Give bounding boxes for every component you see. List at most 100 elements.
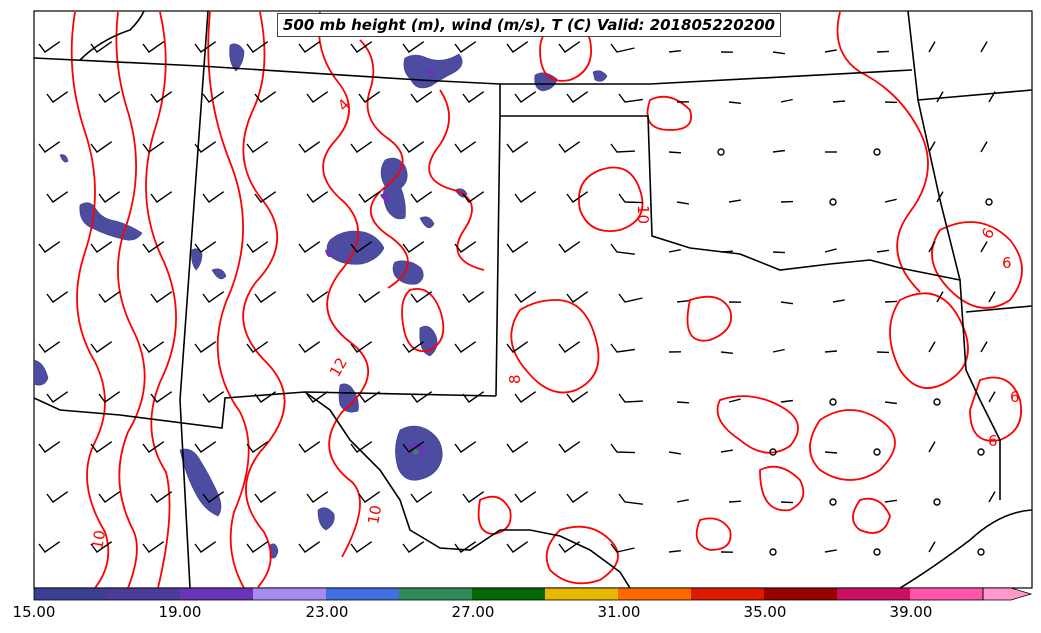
wind-barb [514,91,537,103]
wind-barb [150,291,173,303]
wind-barb [358,491,381,503]
wind-barb [194,541,217,553]
wind-barb [202,191,225,203]
wind-barb [936,291,944,303]
colorbar-segment [472,588,546,600]
wind-barb [246,541,269,553]
colorbar-segment [691,588,765,600]
colorbar-segment [180,588,254,600]
wind-barb [254,491,277,503]
wind-barb [350,141,373,153]
colorbar-tick-label: 35.00 [743,603,787,621]
wind-barb [298,341,321,353]
wind-barb [610,543,635,553]
wind-barb [98,391,121,403]
contour-label: 6 [1002,254,1012,272]
wind-barb [558,41,581,53]
wind-barb [254,191,277,203]
wind-barb [728,500,742,503]
wind-barb [506,241,529,253]
wind-barb [558,441,581,453]
wind-barb [298,441,321,453]
wind-barb [618,393,644,403]
wind-barb [506,541,529,553]
wind-barb [246,41,269,53]
wind-barb [402,341,425,353]
contour-label: 6 [988,432,998,450]
wind-barb [772,51,785,55]
wind-barb [676,300,689,303]
calm-wind-markers [717,148,993,556]
calm-marker [873,548,881,556]
colorbar-segment [107,588,181,600]
wind-barb [194,241,217,253]
wind-barb [928,241,936,253]
wind-barb [928,41,936,53]
wind-barb [410,191,433,203]
calm-marker [873,148,881,156]
wind-barb [202,291,225,303]
wind-barb [462,491,485,503]
colorbar-segment [326,588,400,600]
wind-barb [38,341,61,353]
wind-barb [980,141,988,153]
wind-barb [246,441,269,453]
wind-barb [246,341,269,353]
wind-barb [194,441,217,453]
wind-barb [832,100,846,103]
wind-barb [618,293,643,303]
wind-barb [772,348,785,353]
calm-marker [829,498,837,506]
wind-barb [38,541,61,553]
wind-barb [254,291,277,303]
contour-label: 10 [364,504,385,526]
calm-marker [829,198,837,206]
wind-barb [884,198,897,203]
colorbar-frame [33,587,984,601]
wind-barb [506,141,529,153]
wind-barb [988,391,996,403]
wind-barb [884,499,897,503]
calm-marker [933,498,941,506]
wind-barb [506,41,529,53]
wind-barb [46,191,69,203]
wind-barb [780,98,793,103]
wind-barb [150,91,173,103]
wind-barb [142,341,165,353]
calm-marker [977,548,985,556]
wind-barb [46,491,69,503]
colorbar-segment [253,588,327,600]
wind-barb [668,451,682,455]
wind-barb [824,350,838,353]
wind-barb [358,291,381,303]
wind-barb [566,91,589,103]
wind-speed-peak [413,449,419,455]
wind-barb [980,341,988,353]
wind-barb [610,443,636,454]
wind-barb [358,91,381,103]
colorbar-segment [399,588,473,600]
wind-barb [514,291,537,303]
wind-barb [38,41,61,53]
colorbar-segment [34,588,108,600]
wind-barb [246,241,269,253]
calm-marker [769,448,777,456]
wind-barb [202,91,225,103]
wind-barb [454,141,477,153]
wind-barb [728,199,742,203]
wind-barb [462,291,485,303]
wind-barb [98,491,121,503]
wind-barb [410,91,433,103]
wind-barb [90,541,113,553]
wind-barb [410,291,433,303]
wind-barb [462,91,485,103]
wind-barb [306,191,329,203]
wind-barb [298,541,321,553]
wind-barb [150,491,173,503]
colorbar-segment [618,588,692,600]
wind-barb [358,391,381,403]
calm-marker [829,398,837,406]
wind-barb [668,151,682,154]
colorbar [33,587,1033,601]
colorbar-tick-label: 19.00 [158,603,202,621]
